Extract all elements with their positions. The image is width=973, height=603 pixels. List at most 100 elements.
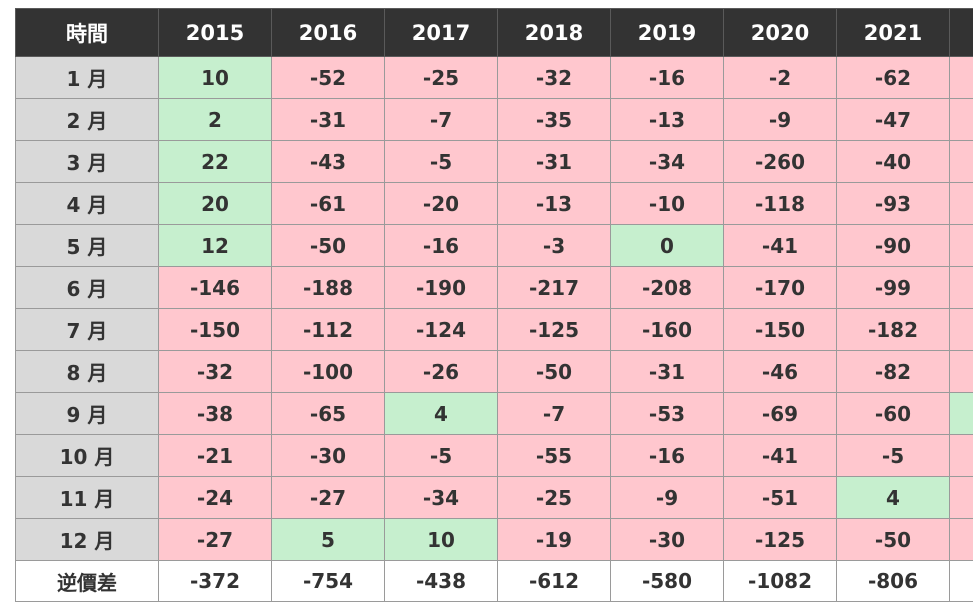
extra-column-cell xyxy=(949,140,973,183)
header-extra-cell xyxy=(949,8,973,57)
header-row: 時間 2015 2016 2017 2018 2019 2020 2021 xyxy=(15,8,973,57)
monthly-spread-table: 時間 2015 2016 2017 2018 2019 2020 2021 1 月 10 -52… xyxy=(15,8,973,602)
table-row: 10 月 -21 -30 -5 -55 -16 -41 -5 xyxy=(15,434,973,477)
value-cell: -30 xyxy=(271,434,385,477)
value-cell: -43 xyxy=(271,140,385,183)
value-cell: -112 xyxy=(271,308,385,351)
total-value-cell: -612 xyxy=(497,560,611,602)
value-cell: -16 xyxy=(610,434,724,477)
value-cell: -10 xyxy=(610,182,724,225)
total-row: 逆價差 -372 -754 -438 -612 -580 -1082 -806 xyxy=(15,560,973,602)
value-cell: -260 xyxy=(723,140,837,183)
value-cell: -50 xyxy=(497,350,611,393)
extra-column-cell xyxy=(949,350,973,393)
value-cell: -100 xyxy=(271,350,385,393)
value-cell: -32 xyxy=(158,350,272,393)
value-cell: -19 xyxy=(497,518,611,561)
value-cell: -146 xyxy=(158,266,272,309)
value-cell: -41 xyxy=(723,434,837,477)
value-cell: -60 xyxy=(836,392,950,435)
value-cell: -46 xyxy=(723,350,837,393)
value-cell: -47 xyxy=(836,98,950,141)
value-cell: 10 xyxy=(384,518,498,561)
value-cell: -50 xyxy=(271,224,385,267)
value-cell: -25 xyxy=(384,56,498,99)
value-cell: -51 xyxy=(723,476,837,519)
extra-column-cell xyxy=(949,392,973,435)
total-value-cell: -806 xyxy=(836,560,950,602)
value-cell: -99 xyxy=(836,266,950,309)
month-label-cell: 12 月 xyxy=(15,518,159,561)
value-cell: -9 xyxy=(723,98,837,141)
value-cell: -150 xyxy=(723,308,837,351)
value-cell: -50 xyxy=(836,518,950,561)
value-cell: -5 xyxy=(836,434,950,477)
header-year-cell: 2018 xyxy=(497,8,611,57)
value-cell: -125 xyxy=(497,308,611,351)
value-cell: -52 xyxy=(271,56,385,99)
value-cell: 10 xyxy=(158,56,272,99)
value-cell: -53 xyxy=(610,392,724,435)
value-cell: -30 xyxy=(610,518,724,561)
value-cell: -5 xyxy=(384,140,498,183)
extra-column-cell xyxy=(949,434,973,477)
extra-column-cell xyxy=(949,56,973,99)
value-cell: -55 xyxy=(497,434,611,477)
value-cell: -26 xyxy=(384,350,498,393)
total-value-cell: -1082 xyxy=(723,560,837,602)
value-cell: -31 xyxy=(610,350,724,393)
total-value-cell: -754 xyxy=(271,560,385,602)
month-label-cell: 6 月 xyxy=(15,266,159,309)
value-cell: -40 xyxy=(836,140,950,183)
extra-column-cell xyxy=(949,182,973,225)
total-label-cell: 逆價差 xyxy=(15,560,159,602)
value-cell: -13 xyxy=(610,98,724,141)
value-cell: 12 xyxy=(158,224,272,267)
value-cell: -208 xyxy=(610,266,724,309)
value-cell: -34 xyxy=(384,476,498,519)
table-row: 4 月 20 -61 -20 -13 -10 -118 -93 xyxy=(15,182,973,225)
value-cell: -13 xyxy=(497,182,611,225)
value-cell: -32 xyxy=(497,56,611,99)
month-label-cell: 2 月 xyxy=(15,98,159,141)
value-cell: -182 xyxy=(836,308,950,351)
header-corner-cell: 時間 xyxy=(15,8,159,57)
value-cell: -41 xyxy=(723,224,837,267)
value-cell: -35 xyxy=(497,98,611,141)
value-cell: -61 xyxy=(271,182,385,225)
month-label-cell: 8 月 xyxy=(15,350,159,393)
header-year-cell: 2020 xyxy=(723,8,837,57)
value-cell: -20 xyxy=(384,182,498,225)
value-cell: -16 xyxy=(610,56,724,99)
value-cell: -90 xyxy=(836,224,950,267)
value-cell: -93 xyxy=(836,182,950,225)
value-cell: -21 xyxy=(158,434,272,477)
table-row: 6 月 -146 -188 -190 -217 -208 -170 -99 xyxy=(15,266,973,309)
value-cell: -38 xyxy=(158,392,272,435)
table-row: 1 月 10 -52 -25 -32 -16 -2 -62 xyxy=(15,56,973,99)
month-label-cell: 11 月 xyxy=(15,476,159,519)
month-label-cell: 7 月 xyxy=(15,308,159,351)
value-cell: -34 xyxy=(610,140,724,183)
month-label-cell: 4 月 xyxy=(15,182,159,225)
value-cell: -188 xyxy=(271,266,385,309)
table-row: 5 月 12 -50 -16 -3 0 -41 -90 xyxy=(15,224,973,267)
month-label-cell: 3 月 xyxy=(15,140,159,183)
value-cell: 4 xyxy=(836,476,950,519)
table-row: 3 月 22 -43 -5 -31 -34 -260 -40 xyxy=(15,140,973,183)
value-cell: -3 xyxy=(497,224,611,267)
value-cell: 22 xyxy=(158,140,272,183)
month-label-cell: 5 月 xyxy=(15,224,159,267)
value-cell: -31 xyxy=(497,140,611,183)
value-cell: -7 xyxy=(497,392,611,435)
value-cell: -217 xyxy=(497,266,611,309)
table-row: 11 月 -24 -27 -34 -25 -9 -51 4 xyxy=(15,476,973,519)
table-row: 7 月 -150 -112 -124 -125 -160 -150 -182 xyxy=(15,308,973,351)
value-cell: 20 xyxy=(158,182,272,225)
value-cell: -118 xyxy=(723,182,837,225)
total-value-cell: -438 xyxy=(384,560,498,602)
header-year-cell: 2017 xyxy=(384,8,498,57)
header-year-cell: 2019 xyxy=(610,8,724,57)
value-cell: -5 xyxy=(384,434,498,477)
